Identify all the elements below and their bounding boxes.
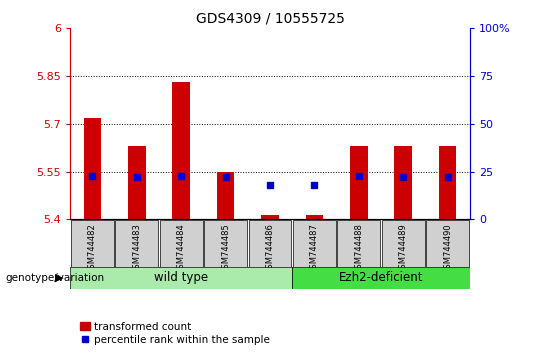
Text: GSM744490: GSM744490: [443, 223, 452, 274]
Bar: [172, 82, 190, 219]
Text: GSM744483: GSM744483: [132, 223, 141, 274]
FancyBboxPatch shape: [292, 267, 470, 289]
Text: GSM744484: GSM744484: [177, 223, 186, 274]
Legend: transformed count, percentile rank within the sample: transformed count, percentile rank withi…: [76, 317, 274, 349]
FancyBboxPatch shape: [382, 221, 424, 267]
Bar: [394, 146, 412, 219]
Bar: [350, 146, 368, 219]
FancyBboxPatch shape: [426, 221, 469, 267]
Text: GSM744485: GSM744485: [221, 223, 230, 274]
Bar: [217, 172, 234, 219]
Text: GSM744487: GSM744487: [310, 223, 319, 274]
FancyBboxPatch shape: [116, 221, 158, 267]
Bar: [306, 215, 323, 219]
FancyBboxPatch shape: [293, 221, 336, 267]
FancyBboxPatch shape: [338, 221, 380, 267]
FancyBboxPatch shape: [160, 221, 202, 267]
Text: GSM744488: GSM744488: [354, 223, 363, 274]
Text: GSM744482: GSM744482: [88, 223, 97, 274]
Text: GSM744489: GSM744489: [399, 223, 408, 274]
Text: ▶: ▶: [55, 273, 64, 283]
Text: Ezh2-deficient: Ezh2-deficient: [339, 271, 423, 284]
Text: GSM744486: GSM744486: [266, 223, 274, 274]
FancyBboxPatch shape: [70, 267, 292, 289]
FancyBboxPatch shape: [71, 221, 114, 267]
Bar: [84, 118, 102, 219]
FancyBboxPatch shape: [204, 221, 247, 267]
Text: genotype/variation: genotype/variation: [5, 273, 105, 283]
Bar: [438, 146, 456, 219]
Title: GDS4309 / 10555725: GDS4309 / 10555725: [195, 12, 345, 26]
Bar: [128, 146, 146, 219]
Bar: [261, 215, 279, 219]
Text: wild type: wild type: [154, 271, 208, 284]
FancyBboxPatch shape: [249, 221, 291, 267]
